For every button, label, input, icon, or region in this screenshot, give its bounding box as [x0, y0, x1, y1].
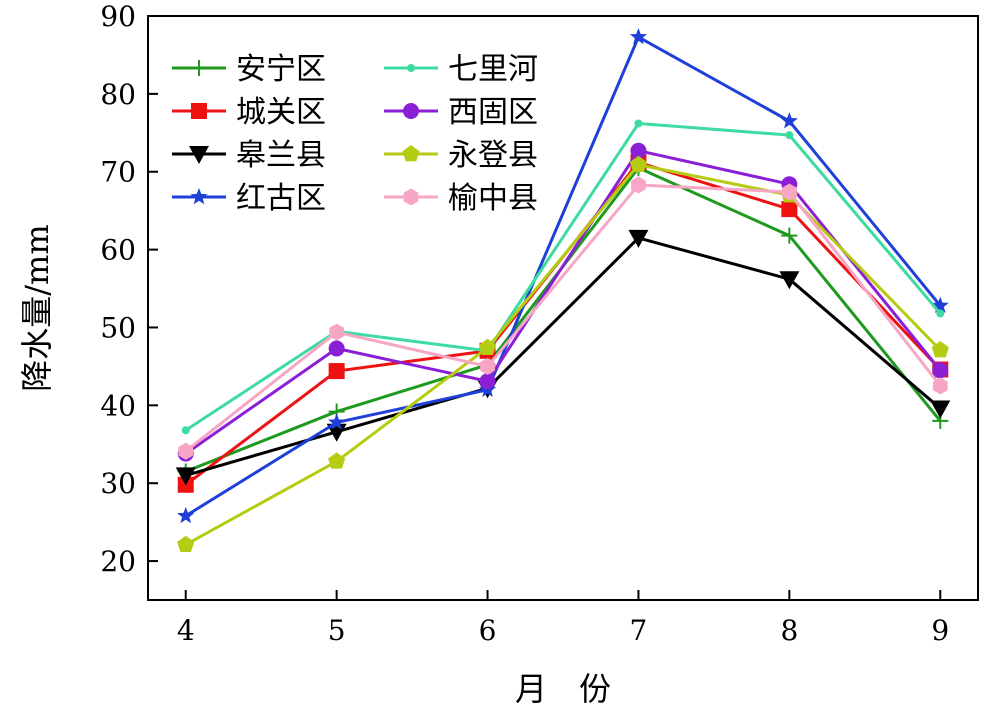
- legend-item: 永登县: [384, 138, 538, 173]
- data-point: [328, 452, 346, 469]
- data-point: [178, 442, 194, 460]
- legend-label: 城关区: [236, 95, 326, 130]
- data-point: [329, 323, 344, 341]
- data-point: [785, 131, 794, 140]
- series-line: [184, 121, 942, 432]
- data-point: [931, 341, 949, 358]
- series-line: [185, 163, 942, 547]
- legend-item: 皋兰县: [172, 138, 326, 173]
- legend-item: 七里河: [384, 52, 538, 87]
- x-tick-label: 7: [630, 614, 648, 647]
- data-point: [930, 400, 951, 419]
- y-axis-title: 降水量/mm: [18, 224, 56, 391]
- legend-marker: [407, 64, 415, 72]
- data-point: [782, 183, 797, 201]
- data-point: [177, 506, 195, 524]
- data-point: [932, 377, 948, 395]
- data-point: [780, 112, 798, 129]
- y-tick-label: 80: [100, 78, 136, 111]
- data-point: [781, 201, 798, 218]
- data-point: [478, 338, 497, 355]
- data-point: [931, 296, 949, 313]
- legend-label: 安宁区: [236, 52, 326, 87]
- data-point: [936, 309, 945, 318]
- x-tick-label: 6: [479, 614, 497, 647]
- legend-label: 皋兰县: [236, 138, 326, 173]
- legend-item: 榆中县: [384, 181, 538, 216]
- data-point: [779, 271, 800, 290]
- series-line: [184, 183, 942, 453]
- data-point: [328, 340, 345, 357]
- legend-marker: [191, 60, 207, 76]
- y-tick-label: 30: [100, 467, 136, 500]
- x-tick-label: 5: [328, 614, 346, 647]
- data-point: [175, 467, 196, 486]
- series-line: [184, 149, 942, 455]
- series-line: [184, 35, 942, 518]
- data-point: [181, 426, 190, 435]
- legend-label: 榆中县: [448, 181, 538, 216]
- y-tick-label: 20: [100, 545, 136, 578]
- legend-label: 西固区: [448, 95, 538, 130]
- data-point: [932, 362, 949, 379]
- legend-item: 城关区: [172, 95, 326, 130]
- data-point: [628, 229, 649, 248]
- x-tick-label: 8: [780, 614, 798, 647]
- series-8: [178, 176, 948, 460]
- legend-marker: [403, 103, 419, 119]
- data-point: [634, 119, 643, 128]
- legend-marker: [402, 145, 420, 162]
- legend-marker: [190, 188, 208, 205]
- y-tick-label: 70: [100, 156, 136, 189]
- legend-label: 永登县: [448, 138, 538, 173]
- y-tick-label: 50: [100, 311, 136, 344]
- legend-marker: [191, 103, 207, 119]
- x-axis-title: 月 份: [515, 670, 611, 708]
- data-point: [631, 176, 646, 194]
- data-point: [479, 373, 496, 390]
- data-point: [328, 413, 346, 430]
- data-point: [480, 357, 495, 375]
- legend-label: 红古区: [236, 181, 326, 216]
- series-layer: [175, 28, 951, 552]
- legend-marker: [403, 188, 419, 206]
- y-tick-label: 60: [100, 234, 136, 267]
- y-tick-label: 90: [100, 0, 136, 33]
- axes: 20 30 40 50 60 70 80 90 4 5 6 7 8 9: [100, 0, 949, 647]
- data-point: [629, 28, 648, 45]
- data-point: [630, 142, 647, 159]
- legend-marker: [189, 146, 209, 164]
- legend-label: 七里河: [448, 52, 538, 87]
- legend-item: 西固区: [384, 95, 538, 130]
- series-7: [177, 155, 949, 552]
- data-point: [328, 363, 345, 380]
- plot-frame: [147, 15, 979, 601]
- x-tick-label: 9: [931, 614, 949, 647]
- data-point: [781, 227, 798, 244]
- legend-item: 安宁区: [172, 52, 326, 87]
- data-point: [326, 423, 347, 442]
- data-point: [629, 155, 648, 173]
- x-tick-label: 4: [177, 614, 195, 647]
- legend-item: 红古区: [172, 181, 326, 216]
- y-tick-label: 40: [100, 389, 136, 422]
- data-point: [177, 535, 195, 552]
